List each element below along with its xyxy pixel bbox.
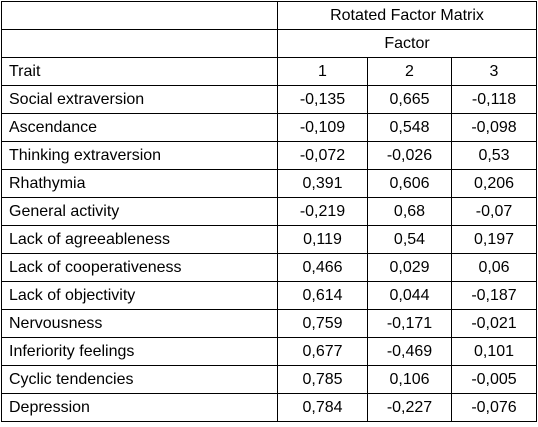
trait-cell: Rhathymia (1, 169, 278, 198)
factor-2-cell: 0,044 (367, 281, 452, 310)
factor-3-cell: -0,118 (450, 85, 538, 114)
factor-3-cell: -0,005 (450, 365, 538, 394)
factor-1-cell: 0,614 (277, 281, 368, 310)
table-row: Social extraversion -0,135 0,665 -0,118 (1, 85, 538, 114)
trait-cell: Lack of agreeableness (1, 225, 278, 254)
table-row: Inferiority feelings 0,677 -0,469 0,101 (1, 337, 538, 366)
table-row: General activity -0,219 0,68 -0,07 (1, 197, 538, 226)
factor-header-row: Factor (1, 29, 538, 58)
factor-3-cell: -0,021 (450, 309, 538, 338)
trait-cell: Lack of cooperativeness (1, 253, 278, 282)
factor-1-cell: -0,219 (277, 197, 368, 226)
factor-1-cell: 0,759 (277, 309, 368, 338)
table-title: Rotated Factor Matrix (276, 1, 538, 30)
factor-2-cell: 0,54 (367, 225, 452, 254)
factor-2-cell: -0,469 (367, 337, 452, 366)
column-header-trait: Trait (1, 57, 278, 86)
table-row: Thinking extraversion -0,072 -0,026 0,53 (1, 141, 538, 170)
trait-cell: Lack of objectivity (1, 281, 278, 310)
column-header-factor-1: 1 (277, 57, 368, 86)
factor-1-cell: 0,391 (277, 169, 368, 198)
table-row: Ascendance -0,109 0,548 -0,098 (1, 113, 538, 142)
factor-3-cell: 0,197 (450, 225, 538, 254)
factor-1-cell: 0,119 (277, 225, 368, 254)
factor-3-cell: 0,206 (450, 169, 538, 198)
column-header-factor-2: 2 (367, 57, 452, 86)
trait-cell: Cyclic tendencies (1, 365, 278, 394)
factor-2-cell: 0,029 (367, 253, 452, 282)
factor-2-cell: 0,68 (367, 197, 452, 226)
factor-2-cell: -0,026 (367, 141, 452, 170)
trait-cell: Depression (1, 393, 278, 422)
factor-1-cell: 0,785 (277, 365, 368, 394)
factor-2-cell: 0,606 (367, 169, 452, 198)
trait-cell: Nervousness (1, 309, 278, 338)
factor-1-cell: 0,784 (277, 393, 368, 422)
factor-3-cell: 0,06 (450, 253, 538, 282)
table-row: Lack of objectivity 0,614 0,044 -0,187 (1, 281, 538, 310)
table-row: Nervousness 0,759 -0,171 -0,021 (1, 309, 538, 338)
factor-3-cell: 0,53 (450, 141, 538, 170)
trait-cell: Inferiority feelings (1, 337, 278, 366)
empty-corner-cell (1, 1, 278, 30)
factor-3-cell: -0,098 (450, 113, 538, 142)
trait-cell: Ascendance (1, 113, 278, 142)
factor-2-cell: -0,171 (367, 309, 452, 338)
factor-3-cell: -0,187 (450, 281, 538, 310)
trait-cell: General activity (1, 197, 278, 226)
factor-3-cell: -0,076 (450, 393, 538, 422)
trait-cell: Thinking extraversion (1, 141, 278, 170)
factor-3-cell: 0,101 (450, 337, 538, 366)
factor-2-cell: 0,106 (367, 365, 452, 394)
empty-corner-cell (1, 29, 278, 58)
table-title-row: Rotated Factor Matrix (1, 1, 538, 30)
column-header-row: Trait 1 2 3 (1, 57, 538, 86)
factor-2-cell: 0,548 (367, 113, 452, 142)
factor-1-cell: 0,466 (277, 253, 368, 282)
table-row: Cyclic tendencies 0,785 0,106 -0,005 (1, 365, 538, 394)
factor-label: Factor (276, 29, 538, 58)
factor-3-cell: -0,07 (450, 197, 538, 226)
table-row: Lack of cooperativeness 0,466 0,029 0,06 (1, 253, 538, 282)
factor-1-cell: -0,072 (277, 141, 368, 170)
factor-1-cell: -0,135 (277, 85, 368, 114)
factor-2-cell: 0,665 (367, 85, 452, 114)
table-row: Lack of agreeableness 0,119 0,54 0,197 (1, 225, 538, 254)
factor-2-cell: -0,227 (367, 393, 452, 422)
column-header-factor-3: 3 (450, 57, 538, 86)
factor-1-cell: -0,109 (277, 113, 368, 142)
trait-cell: Social extraversion (1, 85, 278, 114)
table-row: Rhathymia 0,391 0,606 0,206 (1, 169, 538, 198)
factor-1-cell: 0,677 (277, 337, 368, 366)
table-row: Depression 0,784 -0,227 -0,076 (1, 393, 538, 422)
